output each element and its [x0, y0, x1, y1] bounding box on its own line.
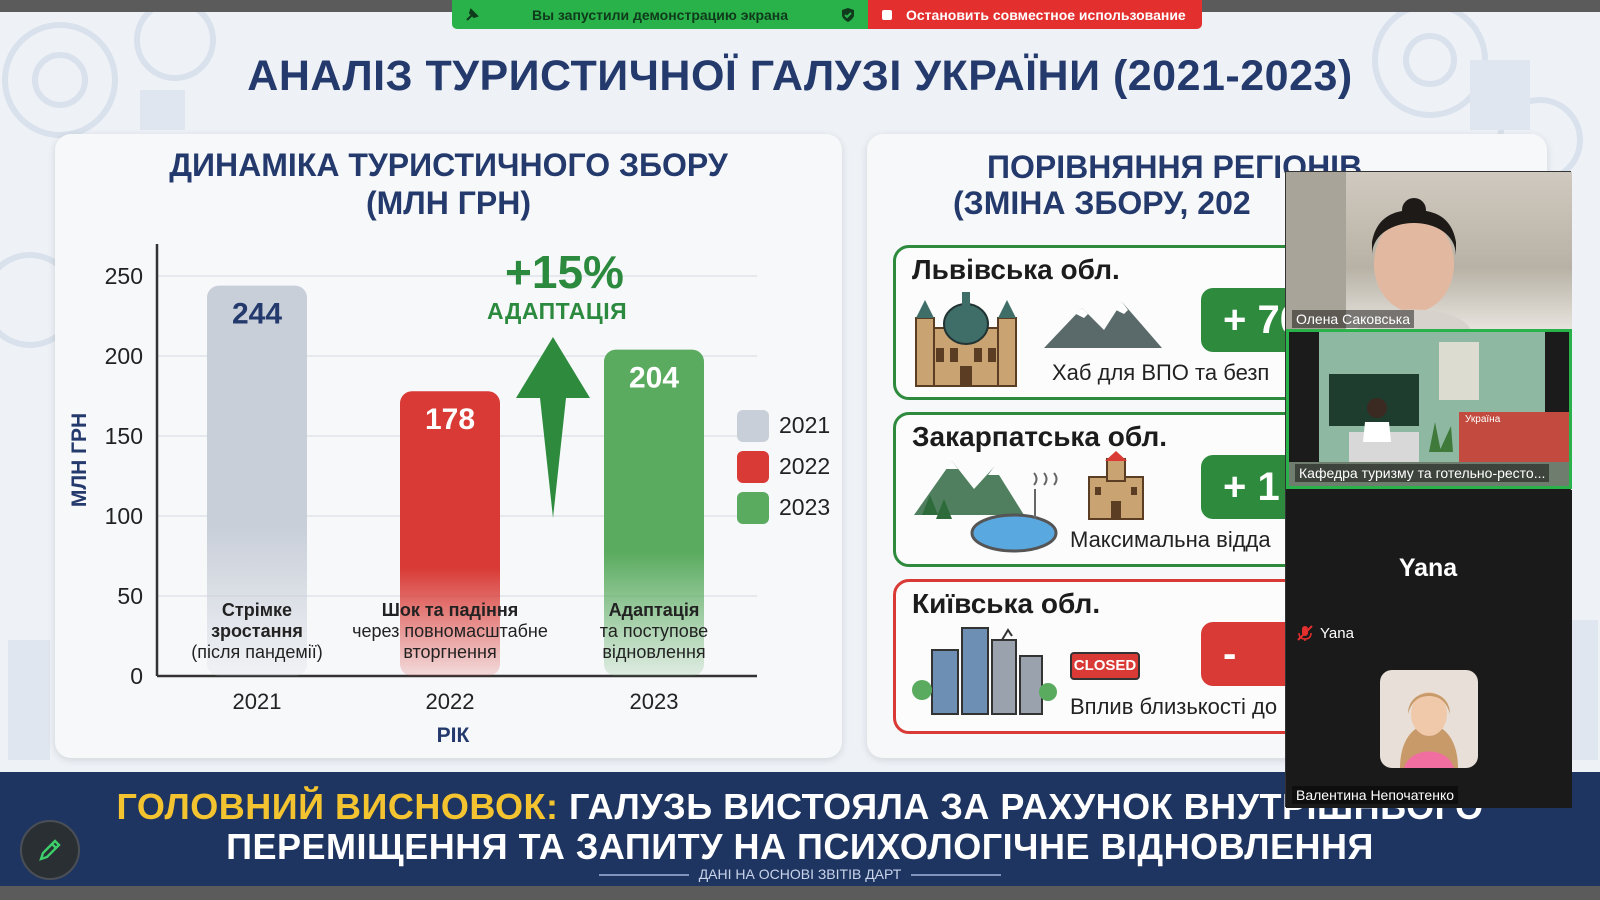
adaptation-label: АДАПТАЦІЯ [487, 298, 628, 324]
video-tile-active-speaker[interactable]: Україна Кафедра туризму та готельно-рест… [1286, 329, 1572, 489]
bar-caption-line: Шок та падіння [382, 600, 518, 620]
y-tick-label: 50 [117, 583, 143, 609]
video-tile-camera-off[interactable] [1286, 490, 1572, 650]
growth-arrow-icon [516, 337, 590, 518]
share-status: Вы запустили демонстрацию экрана [452, 0, 868, 29]
conclusion-source: ДАНІ НА ОСНОВІ ЗВІТІВ ДАРТ [0, 866, 1600, 882]
region-name: Київська обл. [912, 588, 1101, 619]
chart-panel-title-line1: ДИНАМІКА ТУРИСТИЧНОГО ЗБОРУ [169, 147, 728, 183]
slide-title: АНАЛІЗ ТУРИСТИЧНОЇ ГАЛУЗІ УКРАЇНИ (2021-… [247, 52, 1353, 100]
annotate-button[interactable] [20, 820, 80, 880]
legend-swatch [737, 409, 769, 442]
regions-panel-title-line2: (ЗМІНА ЗБОРУ, 202 [953, 185, 1251, 221]
y-axis-label: МЛН ГРН [68, 413, 91, 507]
stop-sharing-button[interactable]: Остановить совместное использование [868, 0, 1202, 29]
legend-item: 2023 [737, 487, 830, 528]
y-tick-label: 100 [105, 503, 143, 529]
bar-caption-line: Адаптація [609, 600, 700, 620]
bar-value-label: 204 [629, 362, 679, 395]
chart-panel-title-line2: (МЛН ГРН) [365, 185, 531, 221]
conclusion-heading: ГОЛОВНИЙ ВИСНОВОК: [116, 786, 559, 827]
region-description: Максимальна відда [1070, 527, 1271, 552]
video-tile[interactable]: Валентина Непочатенко [1286, 650, 1572, 808]
bar-caption-line: відновлення [602, 642, 705, 662]
bar [400, 391, 500, 676]
participant-name: Валентина Непочатенко [1292, 786, 1459, 804]
legend-swatch [737, 450, 769, 483]
city-buildings-icon [912, 627, 1057, 715]
region-description: Вплив близькості до [1070, 694, 1278, 719]
bar-value-label: 178 [425, 403, 475, 436]
region-description: Хаб для ВПО та безп [1052, 360, 1270, 385]
bar-caption-line: зростання [211, 621, 303, 641]
mountains-spa-icon [914, 461, 1058, 553]
participant-name-tag: Yana [1296, 624, 1354, 642]
stop-sharing-label: Остановить совместное использование [906, 6, 1186, 23]
bar [207, 285, 307, 676]
castle-icon [1088, 451, 1144, 520]
legend-label: 2021 [779, 412, 831, 438]
window-bottom-frame [0, 886, 1600, 900]
stop-icon [882, 9, 892, 20]
bar-caption-line: вторгнення [403, 642, 496, 662]
bar [604, 349, 704, 676]
participant-avatar [1380, 670, 1478, 768]
adaptation-percent: +15% [505, 246, 624, 298]
bar-caption-line: (після пандемії) [191, 642, 323, 662]
y-tick-label: 0 [130, 663, 143, 689]
participant-initial-name: Yana [1398, 554, 1458, 582]
video-tile[interactable]: Олена Саковська [1286, 172, 1572, 332]
legend-label: 2023 [779, 494, 831, 520]
tile-sign-text: Україна [1465, 414, 1501, 425]
bar-value-label: 244 [232, 298, 282, 331]
mountain-icon [1044, 302, 1162, 348]
x-tick-label: 2022 [426, 689, 475, 714]
participant-name: Кафедра туризму та готельно-ресто... [1295, 464, 1550, 482]
participant-name: Олена Саковська [1292, 310, 1415, 328]
participant-video: Україна [1289, 332, 1569, 486]
region-name: Львівська обл. [912, 254, 1120, 285]
conclusion-line2: ПЕРЕМІЩЕННЯ ТА ЗАПИТУ НА ПСИХОЛОГІЧНЕ ВІ… [226, 826, 1374, 867]
bar-caption-line: через повномасштабне [352, 621, 548, 641]
x-tick-label: 2021 [233, 689, 282, 714]
video-gallery[interactable]: Олена Саковська Україна Кафедра туризму … [1285, 171, 1572, 808]
pencil-icon [39, 839, 61, 861]
pin-icon[interactable] [464, 7, 480, 23]
bar-caption-line: Стрімке [222, 600, 292, 620]
participant-video [1286, 172, 1472, 332]
y-tick-label: 200 [105, 343, 143, 369]
legend-item: 2022 [737, 446, 830, 487]
y-tick-label: 150 [105, 423, 143, 449]
y-tick-label: 250 [105, 263, 143, 289]
legend-item: 2021 [737, 405, 830, 446]
shield-check-icon [842, 7, 854, 22]
closed-sign: CLOSED [1070, 652, 1140, 680]
participant-name: Yana [1320, 624, 1354, 642]
share-status-label: Вы запустили демонстрацию экрана [531, 6, 789, 23]
microphone-muted-icon [1297, 625, 1313, 641]
region-name: Закарпатська обл. [912, 421, 1168, 452]
church-icon [915, 292, 1017, 387]
x-tick-label: 2023 [630, 689, 679, 714]
legend-swatch [737, 491, 769, 524]
chart-legend: 2021 2022 2023 [737, 405, 830, 528]
x-axis-label: РІК [437, 724, 470, 747]
bar-caption-line: та поступове [600, 621, 708, 641]
legend-label: 2022 [779, 453, 831, 479]
screen-share-banner: Вы запустили демонстрацию экрана Останов… [452, 0, 1202, 29]
